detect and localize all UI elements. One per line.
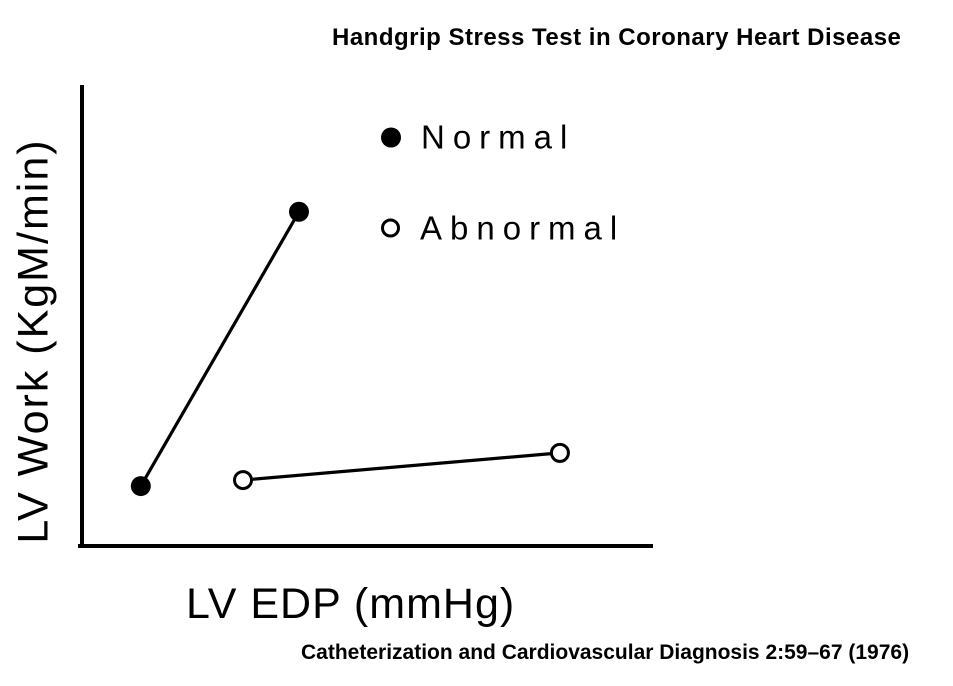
abnormal-point-2 (549, 442, 570, 463)
legend-item-abnormal: Abnormal (381, 212, 625, 245)
open-circle-icon (381, 218, 400, 238)
citation: Catheterization and Cardiovascular Diagn… (301, 641, 910, 664)
legend-item-normal: Normal (381, 121, 575, 154)
abnormal-point-1 (233, 470, 254, 491)
series-layer (130, 201, 570, 497)
filled-circle-icon (381, 127, 401, 147)
legend-label-abnormal: Abnormal (420, 209, 626, 247)
abnormal-series-line (242, 451, 561, 482)
y-axis-label: LV Work (KgM/min) (9, 138, 58, 544)
normal-series-line (139, 210, 301, 487)
chart-title: Handgrip Stress Test in Coronary Heart D… (332, 24, 902, 51)
normal-point-1 (130, 476, 151, 497)
legend-label-normal: Normal (421, 118, 576, 156)
normal-point-2 (288, 201, 309, 222)
x-axis-label: LV EDP (mmHg) (186, 580, 516, 628)
